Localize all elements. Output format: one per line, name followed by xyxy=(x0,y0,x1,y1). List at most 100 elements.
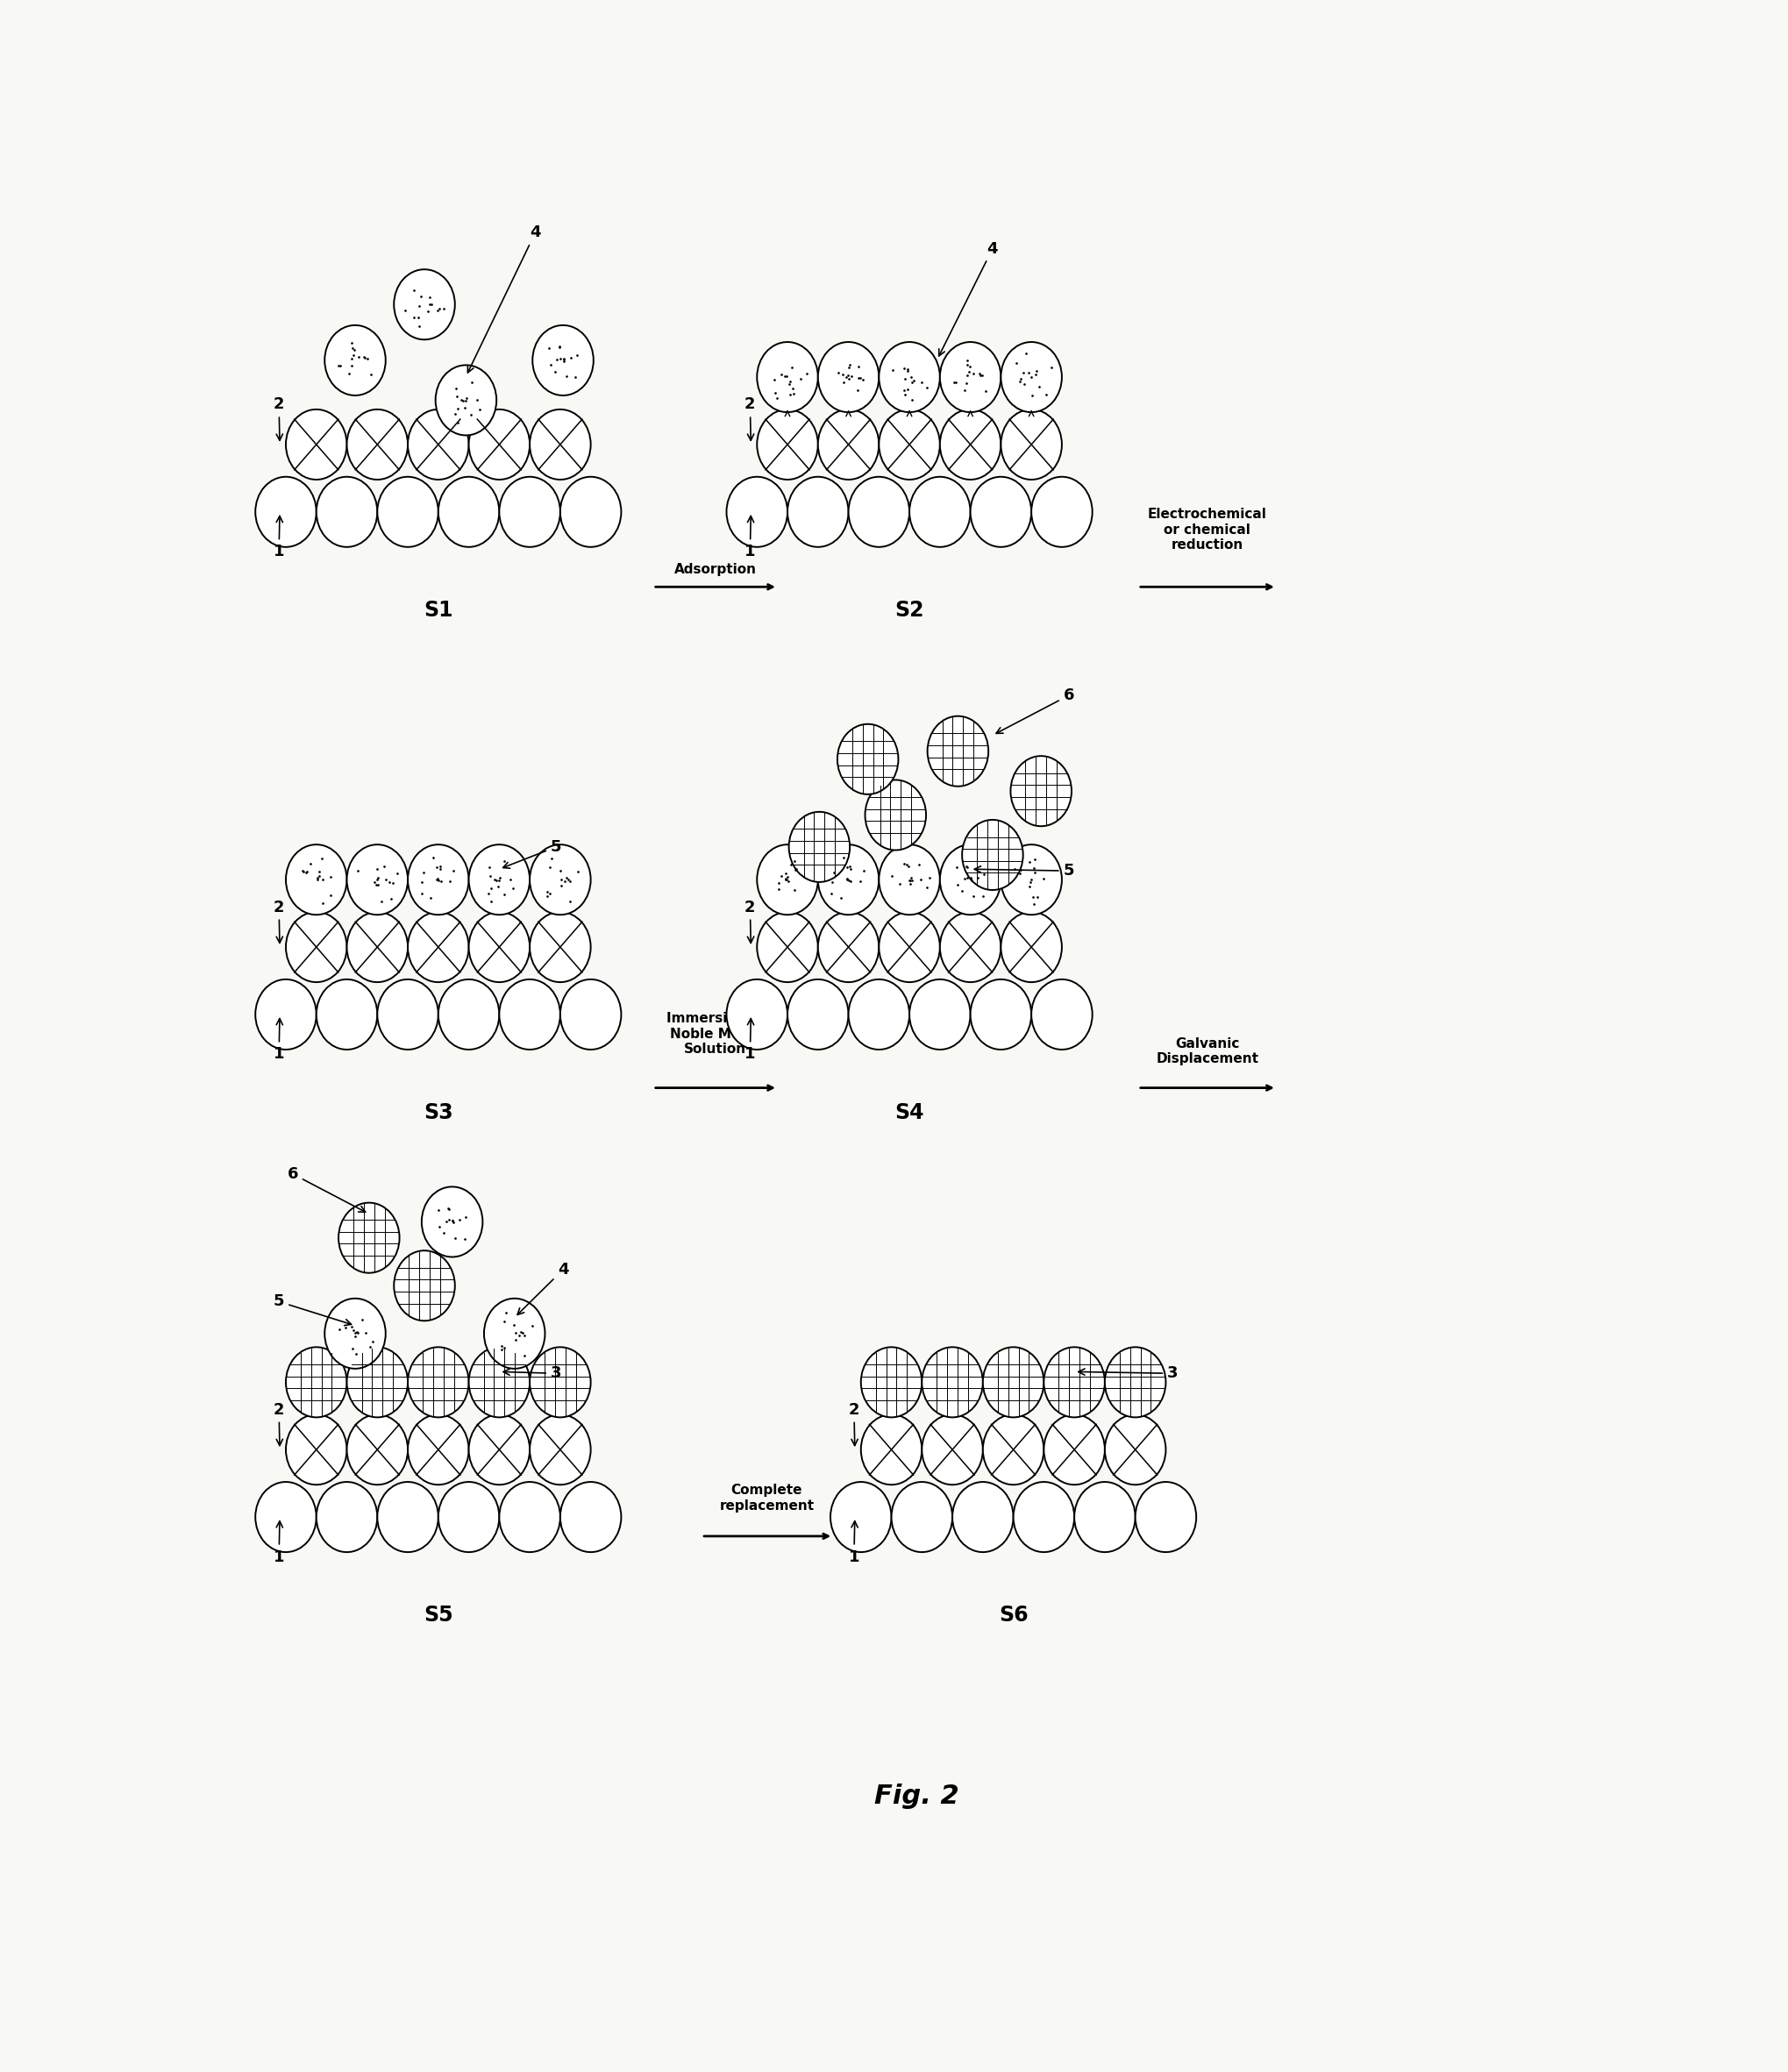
Circle shape xyxy=(862,1415,923,1486)
Circle shape xyxy=(316,477,377,547)
Circle shape xyxy=(286,912,347,982)
Text: S3: S3 xyxy=(424,1102,452,1123)
Circle shape xyxy=(377,477,438,547)
Circle shape xyxy=(468,1347,529,1417)
Text: 4: 4 xyxy=(939,240,998,356)
Circle shape xyxy=(983,1347,1044,1417)
Text: 5: 5 xyxy=(502,839,561,868)
Circle shape xyxy=(892,1481,953,1552)
Circle shape xyxy=(377,1481,438,1552)
Circle shape xyxy=(393,269,454,340)
Text: 2: 2 xyxy=(744,899,756,943)
Circle shape xyxy=(438,477,499,547)
Circle shape xyxy=(940,845,1001,914)
Circle shape xyxy=(438,980,499,1051)
Circle shape xyxy=(880,912,940,982)
Circle shape xyxy=(983,1415,1044,1486)
Circle shape xyxy=(468,1415,529,1486)
Circle shape xyxy=(499,980,560,1051)
Circle shape xyxy=(316,980,377,1051)
Circle shape xyxy=(468,410,529,479)
Text: Adsorption: Adsorption xyxy=(674,564,756,576)
Circle shape xyxy=(880,342,940,412)
Circle shape xyxy=(499,477,560,547)
Circle shape xyxy=(787,477,849,547)
Circle shape xyxy=(1044,1415,1105,1486)
Circle shape xyxy=(910,477,971,547)
Circle shape xyxy=(865,779,926,850)
Circle shape xyxy=(408,845,468,914)
Circle shape xyxy=(529,845,590,914)
Circle shape xyxy=(787,980,849,1051)
Text: 2: 2 xyxy=(274,396,284,441)
Circle shape xyxy=(529,1415,590,1486)
Circle shape xyxy=(529,410,590,479)
Circle shape xyxy=(726,980,787,1051)
Circle shape xyxy=(529,1347,590,1417)
Circle shape xyxy=(560,980,620,1051)
Text: S6: S6 xyxy=(999,1604,1028,1627)
Text: 5: 5 xyxy=(274,1293,350,1326)
Circle shape xyxy=(325,325,386,396)
Circle shape xyxy=(1135,1481,1196,1552)
Text: 3: 3 xyxy=(1078,1365,1178,1382)
Circle shape xyxy=(393,1251,454,1320)
Circle shape xyxy=(971,477,1032,547)
Circle shape xyxy=(849,477,910,547)
Text: 2: 2 xyxy=(274,899,284,943)
Circle shape xyxy=(923,1347,983,1417)
Circle shape xyxy=(560,477,620,547)
Circle shape xyxy=(1014,1481,1075,1552)
Circle shape xyxy=(347,410,408,479)
Circle shape xyxy=(756,912,817,982)
Circle shape xyxy=(817,845,880,914)
Circle shape xyxy=(438,1481,499,1552)
Circle shape xyxy=(408,1347,468,1417)
Circle shape xyxy=(286,1415,347,1486)
Circle shape xyxy=(347,845,408,914)
Circle shape xyxy=(940,912,1001,982)
Circle shape xyxy=(325,1299,386,1370)
Text: 2: 2 xyxy=(849,1403,860,1446)
Circle shape xyxy=(377,980,438,1051)
Text: 2: 2 xyxy=(744,396,756,441)
Circle shape xyxy=(910,980,971,1051)
Circle shape xyxy=(422,1187,483,1258)
Circle shape xyxy=(962,821,1023,891)
Text: S2: S2 xyxy=(894,599,924,622)
Text: Fig. 2: Fig. 2 xyxy=(874,1784,958,1809)
Circle shape xyxy=(1001,912,1062,982)
Circle shape xyxy=(1105,1415,1166,1486)
Circle shape xyxy=(923,1415,983,1486)
Text: Electrochemical
or chemical
reduction: Electrochemical or chemical reduction xyxy=(1148,508,1268,551)
Circle shape xyxy=(347,1347,408,1417)
Circle shape xyxy=(971,980,1032,1051)
Circle shape xyxy=(408,912,468,982)
Circle shape xyxy=(862,1347,923,1417)
Circle shape xyxy=(256,1481,316,1552)
Circle shape xyxy=(726,477,787,547)
Circle shape xyxy=(1001,342,1062,412)
Text: 1: 1 xyxy=(274,516,284,559)
Circle shape xyxy=(286,845,347,914)
Circle shape xyxy=(880,845,940,914)
Circle shape xyxy=(256,980,316,1051)
Text: S1: S1 xyxy=(424,599,452,622)
Circle shape xyxy=(468,912,529,982)
Circle shape xyxy=(817,912,880,982)
Text: 4: 4 xyxy=(468,224,540,373)
Circle shape xyxy=(1001,845,1062,914)
Circle shape xyxy=(529,912,590,982)
Circle shape xyxy=(1032,980,1092,1051)
Circle shape xyxy=(436,365,497,435)
Circle shape xyxy=(953,1481,1014,1552)
Circle shape xyxy=(533,325,594,396)
Circle shape xyxy=(408,410,468,479)
Circle shape xyxy=(849,980,910,1051)
Circle shape xyxy=(347,1415,408,1486)
Text: 5: 5 xyxy=(974,862,1075,879)
Text: 1: 1 xyxy=(274,1019,284,1063)
Text: Galvanic
Displacement: Galvanic Displacement xyxy=(1157,1038,1259,1065)
Circle shape xyxy=(485,1299,545,1370)
Text: 3: 3 xyxy=(504,1365,561,1382)
